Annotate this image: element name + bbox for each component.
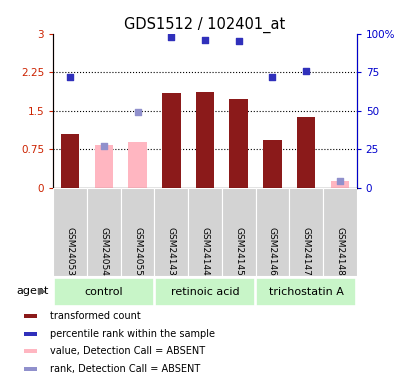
Point <box>168 34 174 40</box>
Text: GSM24143: GSM24143 <box>166 227 175 276</box>
Point <box>100 143 107 149</box>
Text: GSM24053: GSM24053 <box>65 227 74 276</box>
Text: GSM24148: GSM24148 <box>335 227 344 276</box>
Text: control: control <box>84 286 123 297</box>
Bar <box>54 278 153 306</box>
Bar <box>155 278 254 306</box>
Bar <box>120 188 154 276</box>
Point <box>302 68 309 74</box>
Bar <box>128 142 146 188</box>
Bar <box>53 188 87 276</box>
Text: GSM24055: GSM24055 <box>133 227 142 276</box>
Text: GSM24054: GSM24054 <box>99 227 108 276</box>
Bar <box>154 188 188 276</box>
Bar <box>24 332 37 336</box>
Bar <box>24 350 37 353</box>
Text: rank, Detection Call = ABSENT: rank, Detection Call = ABSENT <box>50 364 200 374</box>
Bar <box>256 278 355 306</box>
Bar <box>255 188 289 276</box>
Point <box>67 74 73 80</box>
Text: trichostatin A: trichostatin A <box>268 286 343 297</box>
Point <box>268 74 275 80</box>
Bar <box>94 146 113 188</box>
Point <box>201 37 208 43</box>
Bar <box>229 99 247 188</box>
Text: GSM24145: GSM24145 <box>234 227 243 276</box>
Bar <box>296 117 315 188</box>
Bar <box>221 188 255 276</box>
Text: agent: agent <box>16 286 48 296</box>
Bar <box>322 188 356 276</box>
Text: retinoic acid: retinoic acid <box>170 286 239 297</box>
Bar <box>162 93 180 188</box>
Text: transformed count: transformed count <box>50 311 140 321</box>
Bar <box>188 188 221 276</box>
Text: GDS1512 / 102401_at: GDS1512 / 102401_at <box>124 17 285 33</box>
Bar <box>330 181 348 188</box>
Text: value, Detection Call = ABSENT: value, Detection Call = ABSENT <box>50 346 205 356</box>
Bar <box>195 92 214 188</box>
Text: GSM24146: GSM24146 <box>267 227 276 276</box>
Bar <box>263 140 281 188</box>
Point <box>235 39 241 45</box>
Text: GSM24147: GSM24147 <box>301 227 310 276</box>
Text: percentile rank within the sample: percentile rank within the sample <box>50 329 215 339</box>
Point <box>134 109 141 115</box>
Text: GSM24144: GSM24144 <box>200 227 209 276</box>
Bar <box>24 314 37 318</box>
Bar <box>289 188 322 276</box>
Bar <box>24 367 37 371</box>
Bar <box>87 188 120 276</box>
Bar <box>61 134 79 188</box>
Point <box>336 178 342 184</box>
